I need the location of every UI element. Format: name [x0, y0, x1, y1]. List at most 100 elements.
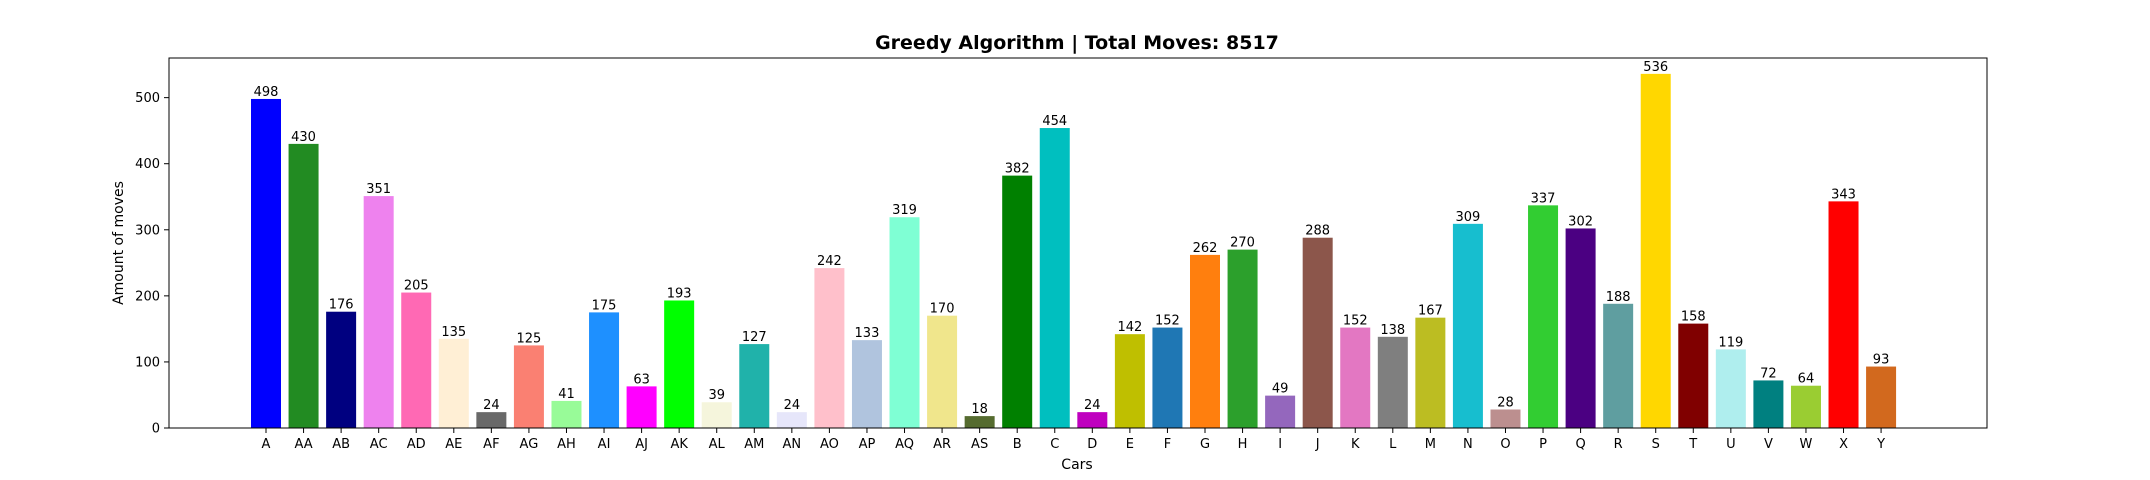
bar-ac	[363, 196, 394, 428]
x-tick-label-h: H	[1238, 437, 1248, 452]
bar-value-label-ai: 175	[592, 298, 617, 313]
bar-value-label-x: 343	[1831, 187, 1856, 202]
x-tick-label-e: E	[1126, 437, 1134, 452]
bar-aa	[288, 143, 319, 428]
bar-ae	[438, 338, 469, 428]
bar-am	[739, 344, 770, 428]
bar-n	[1452, 223, 1483, 428]
bar-value-label-p: 337	[1531, 191, 1556, 206]
chart-title: Greedy Algorithm | Total Moves: 8517	[875, 32, 1279, 54]
bar-value-label-an: 24	[784, 398, 801, 413]
bar-w	[1790, 385, 1821, 428]
bar-aj	[626, 386, 657, 429]
x-tick-label-v: V	[1764, 437, 1773, 452]
x-tick-label-ad: AD	[407, 437, 426, 452]
x-tick-label-an: AN	[783, 437, 802, 452]
bar-value-label-g: 262	[1193, 241, 1218, 256]
y-tick-label-400: 400	[135, 157, 160, 172]
bar-value-label-s: 536	[1643, 60, 1668, 75]
bar-a	[251, 98, 281, 429]
x-tick-label-ap: AP	[859, 437, 876, 452]
bar-g	[1190, 254, 1220, 428]
x-tick-label-af: AF	[483, 437, 499, 452]
bar-value-label-as: 18	[971, 402, 988, 417]
x-tick-label-ai: AI	[598, 437, 611, 452]
x-tick-label-ae: AE	[445, 437, 462, 452]
x-tick-label-k: K	[1351, 437, 1360, 452]
bar-value-label-d: 24	[1084, 398, 1101, 413]
bar-value-label-i: 49	[1272, 382, 1289, 397]
bar-c	[1039, 128, 1070, 429]
bar-value-label-h: 270	[1230, 236, 1255, 251]
x-tick-label-i: I	[1278, 437, 1282, 452]
y-tick-label-500: 500	[135, 91, 160, 106]
bar-an	[776, 412, 807, 428]
bar-value-label-ar: 170	[930, 302, 955, 317]
y-axis-label: Amount of moves	[111, 181, 127, 305]
x-tick-label-c: C	[1050, 437, 1059, 452]
x-tick-label-m: M	[1425, 437, 1436, 452]
bar-value-label-f: 152	[1155, 314, 1180, 329]
bar-j	[1302, 237, 1333, 428]
x-tick-label-ag: AG	[520, 437, 539, 452]
y-axis: 0 100 200 300 400 500	[135, 91, 169, 437]
bar-value-label-e: 142	[1117, 320, 1142, 335]
x-tick-label-y: Y	[1876, 437, 1885, 452]
x-tick-label-r: R	[1614, 437, 1623, 452]
bar-value-label-ap: 133	[855, 326, 880, 341]
bars-group	[251, 73, 1897, 429]
bar-s	[1640, 73, 1671, 429]
bar-value-label-l: 138	[1380, 323, 1405, 338]
x-tick-label-ac: AC	[370, 437, 388, 452]
x-tick-label-w: W	[1800, 437, 1813, 452]
bar-value-label-k: 152	[1343, 314, 1368, 329]
x-tick-label-ah: AH	[557, 437, 576, 452]
x-tick-label-ao: AO	[820, 437, 839, 452]
bar-value-label-aq: 319	[892, 203, 917, 218]
bar-value-label-q: 302	[1568, 214, 1593, 229]
bar-value-label-am: 127	[742, 330, 767, 345]
bar-value-label-aj: 63	[633, 372, 650, 387]
bar-value-label-m: 167	[1418, 304, 1443, 319]
bar-t	[1678, 323, 1709, 428]
x-tick-label-u: U	[1726, 437, 1736, 452]
bar-value-label-a: 498	[254, 85, 279, 100]
bar-q	[1565, 228, 1596, 428]
bar-af	[476, 412, 507, 428]
x-tick-label-d: D	[1087, 437, 1097, 452]
plot-area-frame	[168, 57, 1988, 429]
bar-value-label-ag: 125	[517, 331, 542, 346]
bar-value-label-ak: 193	[667, 286, 692, 301]
bar-y	[1866, 366, 1897, 428]
bar-ar	[927, 315, 958, 428]
x-tick-label-x: X	[1839, 437, 1848, 452]
bar-ad	[401, 292, 432, 428]
bar-u	[1715, 349, 1746, 429]
x-tick-label-ak: AK	[670, 437, 688, 452]
bar-ag	[513, 345, 544, 428]
bar-aq	[889, 217, 920, 428]
bar-ak	[664, 300, 695, 428]
y-tick-label-200: 200	[135, 289, 160, 304]
x-tick-label-aq: AQ	[895, 437, 914, 452]
value-labels-group: 498 430 176 351 205 135 24 125 41 175 63 193 39 127 24…	[254, 60, 1890, 417]
bar-h	[1227, 249, 1258, 428]
x-tick-label-as: AS	[971, 437, 988, 452]
bar-b	[1002, 175, 1033, 428]
bar-value-label-ao: 242	[817, 254, 842, 269]
bar-r	[1603, 303, 1634, 428]
bar-l	[1377, 336, 1408, 428]
bar-d	[1077, 412, 1108, 428]
bar-value-label-c: 454	[1042, 114, 1067, 129]
bar-as	[964, 416, 995, 428]
bar-value-label-r: 188	[1606, 290, 1631, 305]
bar-value-label-j: 288	[1305, 224, 1330, 239]
bar-value-label-w: 64	[1798, 372, 1815, 387]
bar-value-label-y: 93	[1873, 353, 1890, 368]
x-tick-label-aj: AJ	[635, 437, 648, 452]
bar-value-label-n: 309	[1456, 210, 1481, 225]
bar-x	[1828, 201, 1859, 428]
bar-e	[1114, 334, 1145, 428]
x-tick-label-ab: AB	[332, 437, 350, 452]
x-tick-label-g: G	[1200, 437, 1210, 452]
